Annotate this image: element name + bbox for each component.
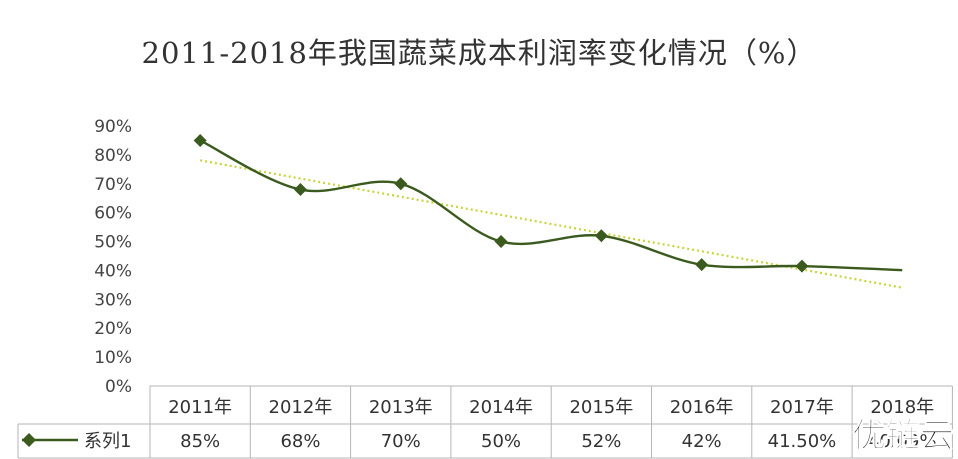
legend-label: 系列1: [84, 431, 131, 452]
value-label: 68%: [280, 431, 320, 452]
category-label: 2012年: [269, 397, 333, 418]
data-point: [795, 259, 809, 273]
y-tick-label: 80%: [94, 146, 132, 166]
data-point: [193, 133, 207, 147]
data-point: [695, 258, 709, 272]
y-tick-label: 30%: [94, 290, 132, 310]
y-tick-label: 70%: [94, 175, 132, 195]
axis-layer: 0% 10% 20% 30% 40% 50% 60% 70% 80% 90%: [94, 117, 132, 397]
series-line: [199, 139, 903, 272]
data-point: [293, 183, 307, 197]
chart-title: 2011-2018年我国蔬菜成本利润率变化情况（%）: [141, 36, 817, 70]
trend-layer: [199, 159, 903, 289]
y-tick-label: 0%: [105, 377, 132, 397]
category-label: 2017年: [770, 397, 834, 418]
line-layer: [193, 133, 903, 273]
value-label: 50%: [481, 431, 521, 452]
category-label: 2011年: [168, 397, 232, 418]
category-label: 2013年: [369, 397, 433, 418]
category-label: 2015年: [569, 397, 633, 418]
data-point: [494, 235, 508, 249]
data-point: [594, 229, 608, 243]
legend-marker: [22, 433, 36, 447]
y-tick-label: 40%: [94, 261, 132, 281]
value-label: 52%: [581, 431, 621, 452]
category-label: 2014年: [469, 397, 533, 418]
value-label: 41.50%: [768, 431, 837, 452]
y-tick-label: 50%: [94, 233, 132, 253]
y-tick-label: 10%: [94, 348, 132, 368]
data-point: [394, 177, 408, 191]
value-label: 42%: [682, 431, 722, 452]
watermark-logo: 优链云: [852, 416, 955, 457]
value-label: 70%: [381, 431, 421, 452]
y-tick-label: 60%: [94, 204, 132, 224]
y-tick-label: 20%: [94, 319, 132, 339]
y-tick-label: 90%: [94, 117, 132, 137]
value-label: 40.09%: [868, 431, 937, 452]
data-table: 2011年 2012年 2013年 2014年 2015年 2016年 2017年 2018年…: [17, 385, 953, 459]
trendline: [199, 159, 903, 289]
category-label: 2016年: [670, 397, 734, 418]
category-label: 2018年: [870, 397, 934, 418]
value-label: 85%: [180, 431, 220, 452]
